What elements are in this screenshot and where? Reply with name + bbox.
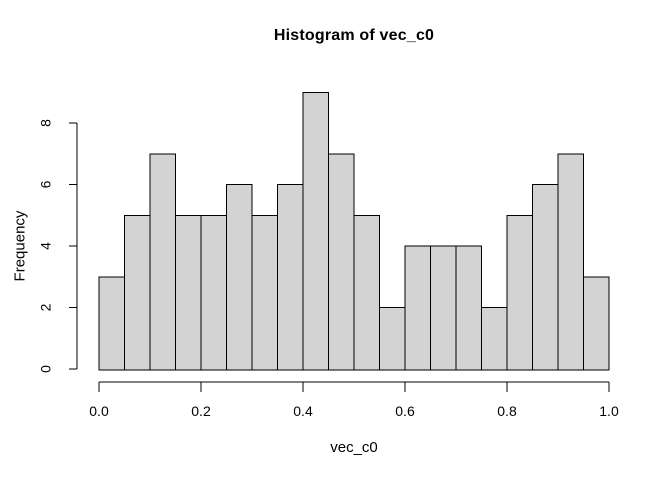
histogram-bar	[302, 91, 329, 371]
y-tick-label: 2	[38, 303, 54, 311]
y-tick-label: 4	[38, 242, 54, 250]
histogram-bar	[277, 184, 304, 371]
histogram-bar	[124, 214, 151, 371]
histogram-bar	[251, 214, 278, 371]
histogram-bar	[98, 276, 125, 371]
y-tick-label: 8	[38, 119, 54, 127]
histogram-bar	[226, 184, 253, 371]
histogram-bar	[175, 214, 202, 371]
histogram-bar	[430, 245, 457, 371]
histogram-bar	[353, 214, 380, 371]
chart-title: Histogram of vec_c0	[273, 27, 435, 44]
histogram-bar	[149, 153, 176, 371]
histogram-bar	[583, 276, 610, 371]
histogram-bar	[557, 153, 584, 371]
histogram-bar	[455, 245, 482, 371]
histogram-bar	[532, 184, 559, 371]
x-tick-label: 0.4	[293, 403, 313, 419]
histogram-bar	[328, 153, 355, 371]
x-tick-label: 0.8	[497, 403, 517, 419]
x-tick-label: 0.0	[89, 403, 109, 419]
histogram-bar	[379, 307, 406, 371]
histogram-bar	[200, 214, 227, 371]
y-tick-label: 6	[38, 180, 54, 188]
x-axis-label: vec_c0	[330, 439, 378, 456]
x-tick-label: 0.6	[395, 403, 415, 419]
histogram-bar	[481, 307, 508, 371]
x-tick-label: 0.2	[191, 403, 211, 419]
y-tick-label: 0	[38, 365, 54, 373]
x-tick-label: 1.0	[599, 403, 619, 419]
histogram-bar	[506, 214, 533, 371]
histogram-bar	[404, 245, 431, 371]
